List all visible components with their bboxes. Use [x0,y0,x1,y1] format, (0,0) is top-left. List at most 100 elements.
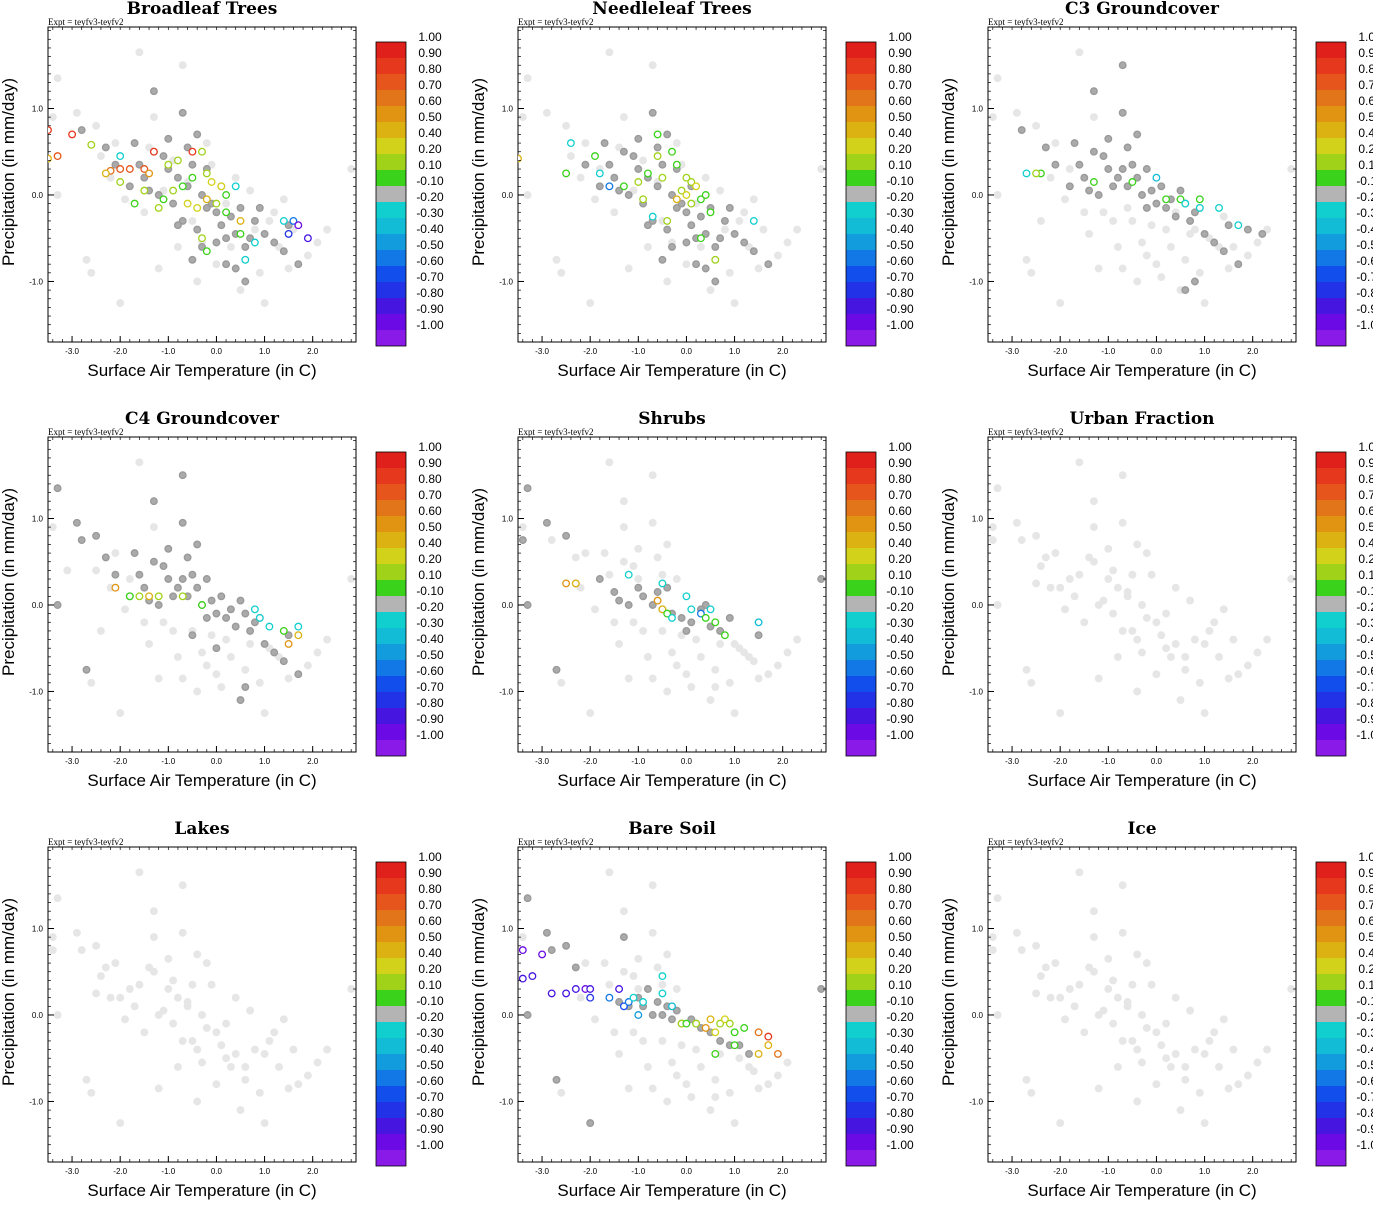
data-point [571,985,580,993]
colorbar-swatch [846,708,876,724]
x-tick-label: -3.0 [1005,1167,1019,1176]
colorbar-swatch [376,186,406,202]
background-point [610,208,619,217]
background-point [1263,635,1272,644]
colorbar-swatch [846,186,876,202]
data-point [562,579,571,588]
background-point [692,1045,701,1054]
background-point [135,868,144,877]
colorbar-label: -1.00 [1356,1138,1373,1152]
neutral-point [682,208,691,217]
colorbar-swatch [1316,628,1346,644]
colorbar-swatch [376,42,406,58]
neutral-point [188,570,197,579]
colorbar-swatch [846,500,876,516]
expt-label: Expt = teyfv3-teyfv2 [518,17,594,27]
plot-area [47,26,357,343]
colorbar-swatch [376,298,406,314]
background-point [672,575,681,583]
x-tick-label: -1.0 [631,347,645,356]
x-tick-label: -2.0 [583,1167,597,1176]
data-point [624,998,633,1006]
neutral-point [1089,87,1098,96]
colorbar-swatch [1316,468,1346,484]
neutral-point [241,277,250,286]
background-point [188,216,197,225]
neutral-point [610,173,619,182]
colorbar-label: 0.90 [1358,46,1373,60]
background-point [303,251,312,260]
x-tick-label: 1.0 [1199,1167,1211,1176]
background-point [605,48,614,57]
neutral-point [279,657,288,666]
neutral-point [634,165,643,173]
colorbar-swatch [1316,154,1346,170]
neutral-point [1118,108,1127,117]
data-point [241,255,250,264]
colorbar-swatch [846,958,876,974]
neutral-point [648,1011,657,1019]
background-point [658,1036,667,1045]
background-point [1061,195,1069,204]
chart-panel: Urban Fraction Expt = teyfv3-teyfv2 -3.0 -2… [939,409,1373,810]
background-point [1181,1075,1190,1084]
background-point [313,648,322,657]
data-point [538,950,547,959]
neutral-point [202,613,211,622]
x-tick-label: 2.0 [777,347,789,356]
background-point [231,1049,240,1058]
neutral-point [1190,208,1199,217]
colorbar-swatch [376,692,406,708]
data-point [658,579,667,588]
neutral-point [130,549,139,558]
neutral-point [241,609,250,618]
background-point [1032,531,1041,540]
data-point [547,989,556,998]
colorbar-swatch [1316,250,1346,266]
background-point [1166,242,1175,251]
data-point [159,195,168,204]
y-tick-label: 0.0 [502,601,514,610]
neutral-point [730,229,739,238]
colorbar-swatch [846,234,876,250]
neutral-point [1041,143,1050,152]
data-point [101,169,110,178]
neutral-point [222,613,231,622]
background-point [687,1093,696,1102]
background-point [648,1084,657,1093]
colorbar-swatch [1316,1134,1346,1150]
x-tick-label: 0.0 [1151,757,1163,766]
background-point [202,139,211,148]
neutral-point [1142,203,1151,212]
neutral-point [687,221,696,230]
background-point [145,639,154,648]
neutral-point [173,583,182,592]
neutral-point [1017,126,1026,135]
data-point [687,605,696,614]
data-point [1176,195,1185,204]
background-point [682,260,691,269]
colorbar-label: 0.70 [418,78,442,92]
data-point [653,152,662,161]
colorbar-label: 0.40 [418,946,442,960]
y-tick-label: -1.0 [969,277,983,286]
y-tick-label: 0.0 [32,601,44,610]
colorbar-label: 0.90 [418,46,442,60]
neutral-point [159,562,168,571]
background-point [275,242,283,251]
neutral-point [696,212,705,221]
data-point [1128,178,1137,186]
colorbar-label: -0.40 [886,632,914,646]
colorbar-swatch [376,740,406,756]
neutral-point [711,277,720,286]
background-point [783,1058,792,1067]
background-point [77,946,86,955]
colorbar-swatch [1316,500,1346,516]
background-point [1118,264,1127,273]
y-tick-label: 0.0 [972,191,984,200]
background-point [279,195,288,204]
background-point [1109,566,1118,575]
neutral-point [284,631,293,640]
background-point [658,980,667,989]
colorbar-label: 0.20 [888,552,912,566]
